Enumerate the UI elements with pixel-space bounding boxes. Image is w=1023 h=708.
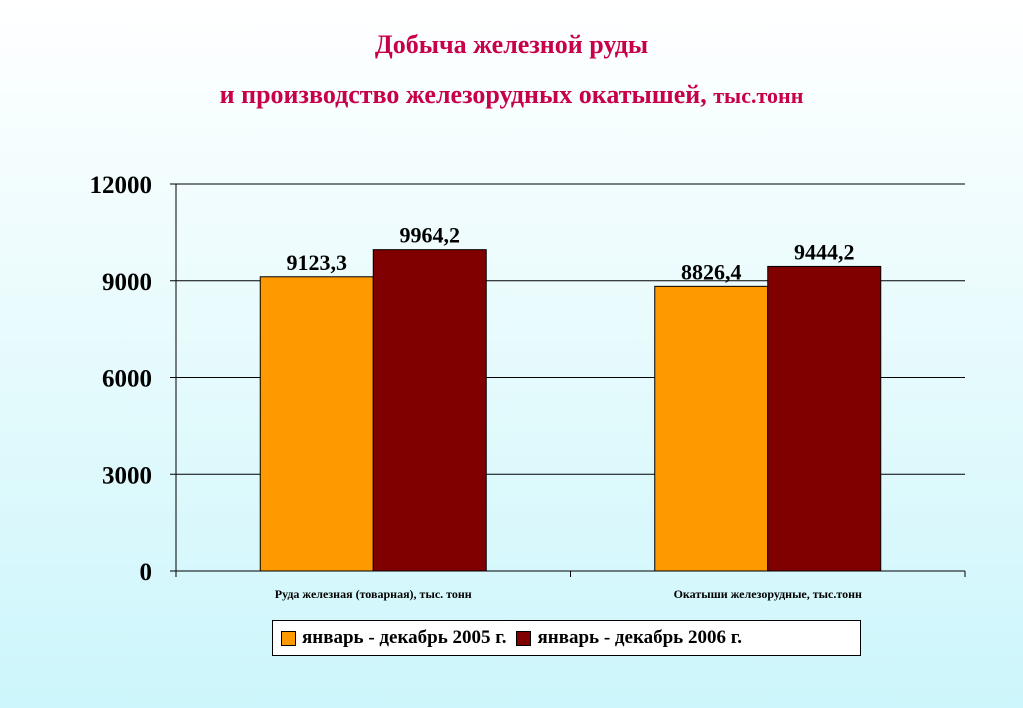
- y-tick-label: 6000: [102, 366, 152, 393]
- legend-label-2006: январь - декабрь 2006 г.: [537, 627, 742, 648]
- data-label: 9444,2: [794, 239, 855, 264]
- y-tick-label: 12000: [90, 172, 153, 199]
- chart-title-line1: Добыча железной руды: [374, 30, 649, 59]
- bar: [767, 265, 882, 572]
- legend-swatch-2006: [516, 630, 532, 646]
- legend-label-2005: январь - декабрь 2005 г.: [302, 627, 507, 648]
- x-category-label: Окатыши железорудные, тыс.тонн: [674, 587, 862, 601]
- chart-title-line2: и производство железорудных окатышей, ты…: [0, 80, 1023, 111]
- bar: [372, 249, 487, 572]
- bar: [259, 276, 374, 572]
- chart-title-main: и производство железорудных окатышей,: [219, 80, 707, 109]
- data-label: 9964,2: [400, 223, 461, 248]
- y-tick-label: 3000: [102, 462, 152, 489]
- y-tick-label: 0: [140, 559, 153, 586]
- x-category-label: Руда железная (товарная), тыс. тонн: [275, 587, 472, 601]
- bar: [654, 285, 769, 572]
- legend-item-2006: январь - декабрь 2006 г.: [516, 627, 742, 649]
- y-tick-label: 9000: [102, 269, 152, 296]
- legend-item-2005: январь - декабрь 2005 г.: [281, 627, 506, 649]
- chart-legend: январь - декабрь 2005 г. январь - декабр…: [272, 620, 861, 656]
- data-label: 8826,4: [681, 259, 742, 284]
- chart-title-unit: тыс.тонн: [713, 83, 804, 108]
- legend-swatch-2005: [281, 630, 296, 646]
- data-label: 9123,3: [287, 250, 348, 275]
